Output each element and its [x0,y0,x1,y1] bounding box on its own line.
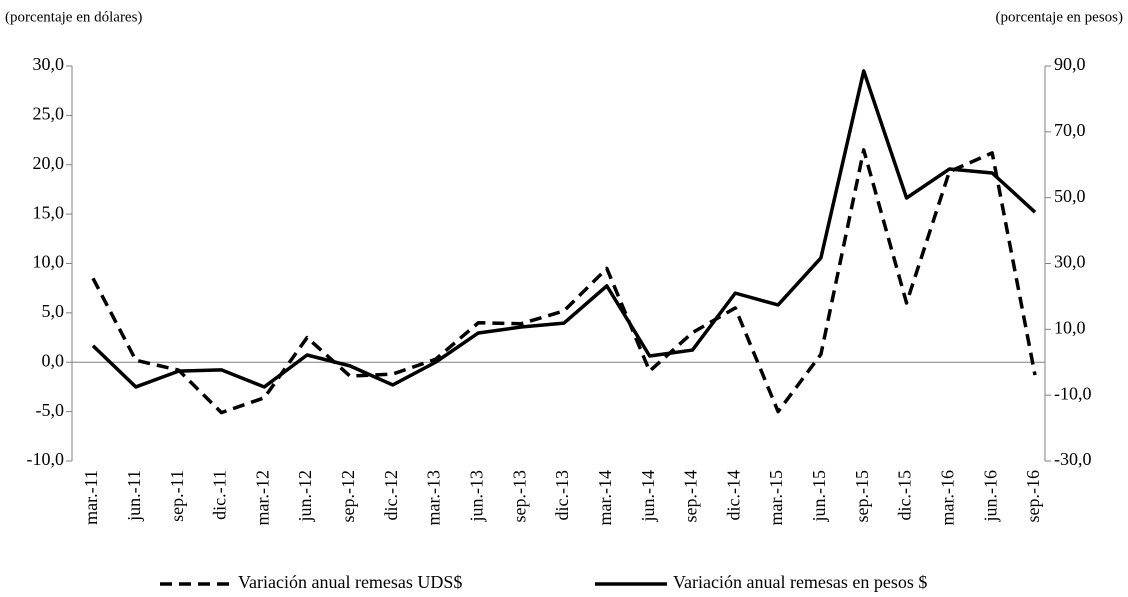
x-tick-label: sep.-13 [509,470,529,523]
x-tick-label: jun.-13 [466,470,486,523]
x-tick-label: jun.-16 [980,470,1000,523]
x-tick-label: sep.-15 [852,470,872,523]
y2-tick-label: -30,0 [1054,449,1092,469]
x-tick-label: mar.-15 [766,470,786,526]
y2-tick-label: -10,0 [1054,383,1092,403]
x-tick-label: dic.-13 [552,470,572,520]
y2-tick-label: 90,0 [1054,54,1086,74]
x-tick-label: mar.-14 [595,470,615,526]
y2-axis-label: (porcentaje en pesos) [996,9,1123,25]
series-line [91,69,1037,389]
y-tick-label: 30,0 [33,54,65,74]
y2-tick-label: 50,0 [1054,186,1086,206]
x-tick-label: dic.-15 [895,470,915,520]
x-tick-label: mar.-16 [937,470,957,526]
x-tick-label: jun.-12 [295,470,315,523]
x-tick-label: dic.-11 [210,470,230,520]
x-tick-label: jun.-15 [809,470,829,523]
x-tick-label: jun.-11 [124,470,144,522]
y2-tick-label: 30,0 [1054,252,1086,272]
y-tick-label: -5,0 [36,400,65,420]
x-tick-label: mar.-12 [252,470,272,526]
x-tick-label: jun.-14 [638,470,658,523]
x-tick-label: dic.-12 [381,470,401,520]
y-tick-label: 15,0 [33,202,65,222]
x-tick-label: sep.-14 [681,470,701,523]
y2-tick-label: 10,0 [1054,317,1086,337]
y-tick-label: 10,0 [33,252,65,272]
y-tick-label: -10,0 [27,449,65,469]
x-tick-label: sep.-11 [167,470,187,522]
legend-label: Variación anual remesas en pesos $ [673,572,927,592]
x-tick-label: sep.-16 [1023,470,1043,523]
y-tick-label: 0,0 [42,350,65,370]
legend-label: Variación anual remesas UDS$ [238,572,462,592]
x-tick-label: mar.-13 [424,470,444,526]
x-tick-label: sep.-12 [338,470,358,523]
x-tick-label: mar.-11 [81,470,101,525]
x-tick-label: dic.-14 [723,470,743,520]
y2-tick-label: 70,0 [1054,120,1086,140]
y-axis-label: (porcentaje en dólares) [5,9,142,25]
y-tick-label: 20,0 [33,153,65,173]
y-tick-label: 25,0 [33,104,65,124]
y-tick-label: 5,0 [42,301,65,321]
